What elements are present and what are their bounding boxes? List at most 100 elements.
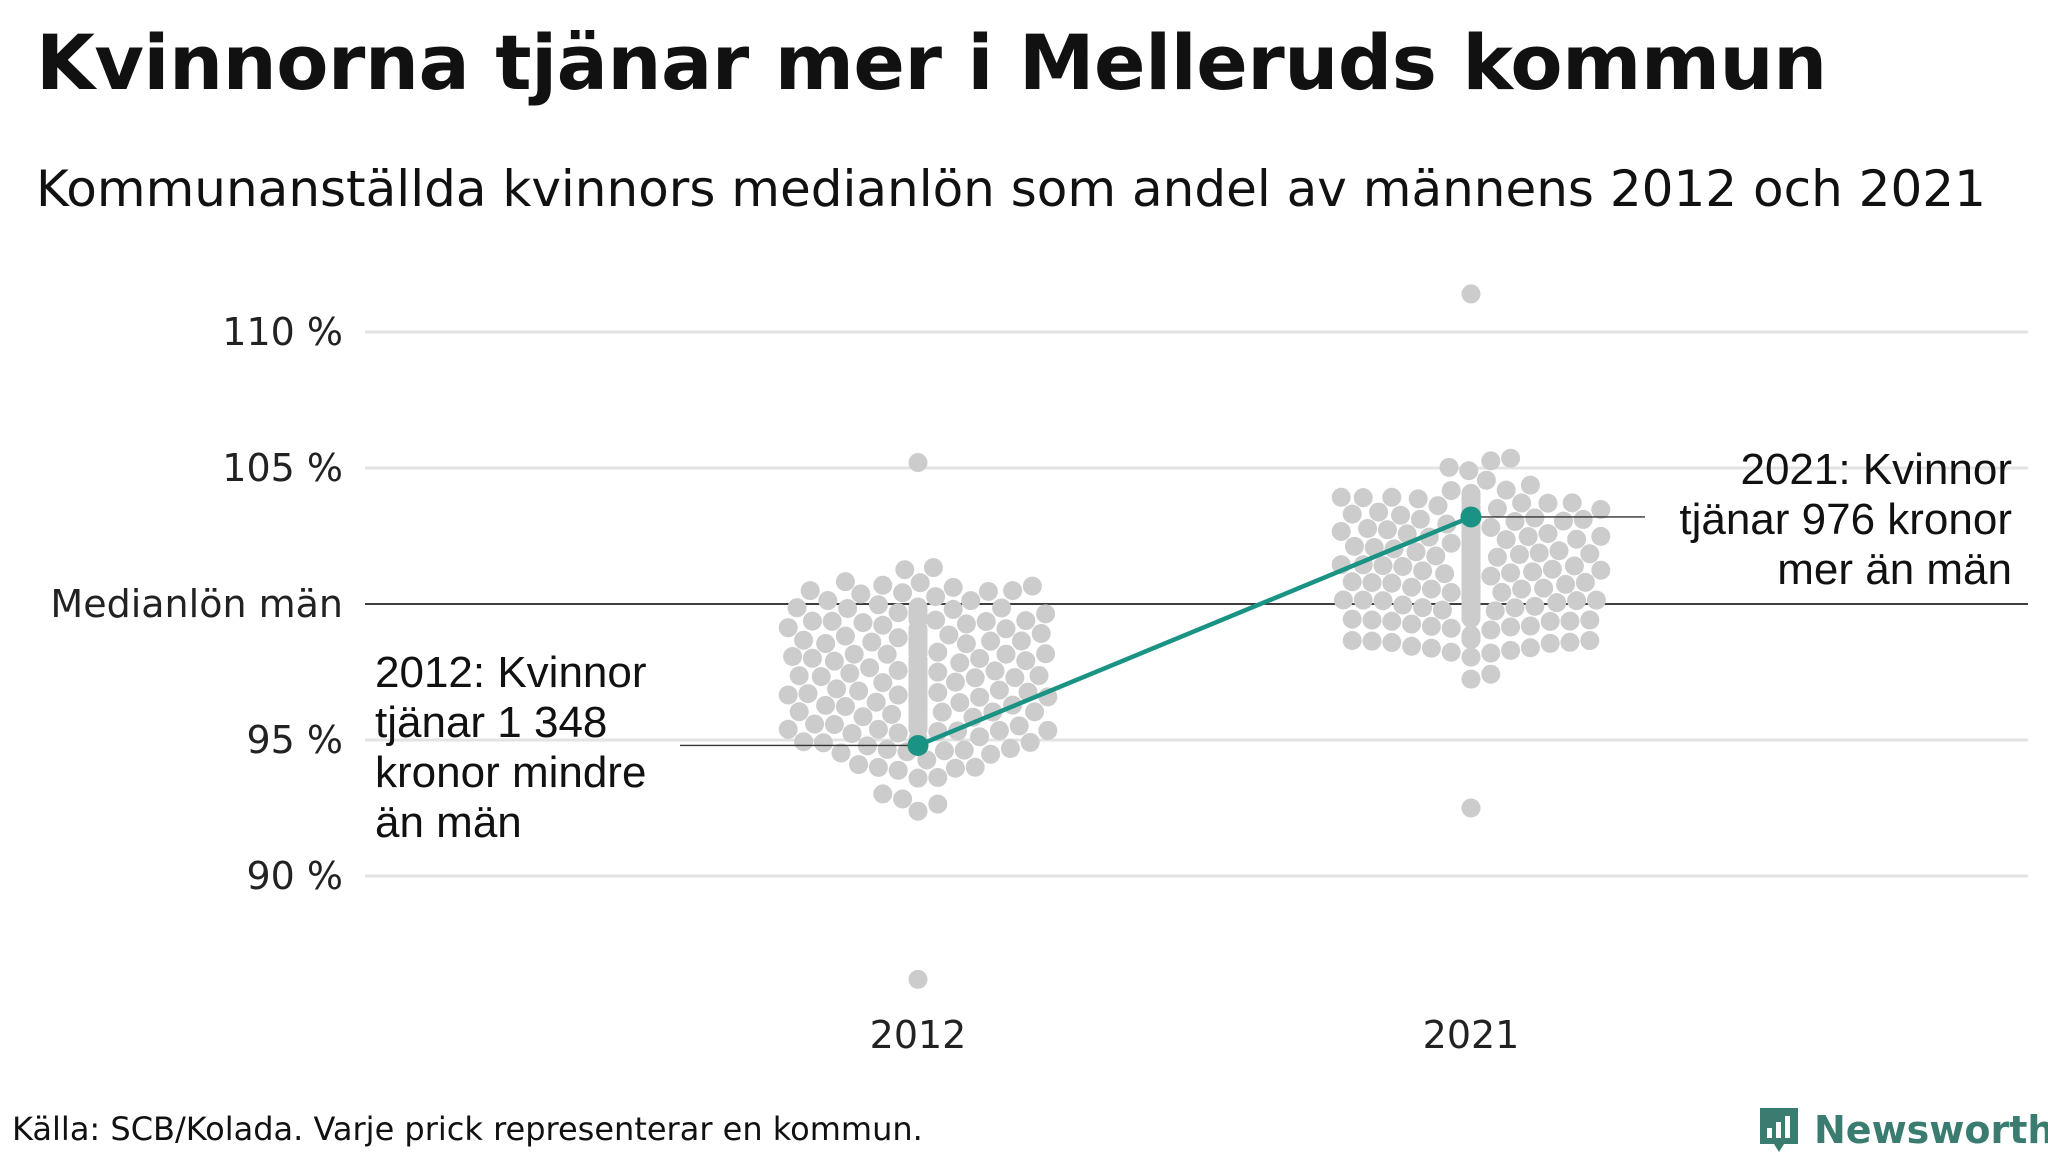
kommun-dot bbox=[1421, 579, 1441, 599]
annotation-2021-line: mer än män bbox=[1777, 545, 2012, 594]
kommun-dot bbox=[908, 969, 928, 989]
kommun-dot bbox=[1501, 563, 1521, 583]
kommun-dot bbox=[868, 757, 888, 777]
kommun-dot bbox=[996, 644, 1016, 664]
kommun-dot bbox=[824, 714, 844, 734]
kommun-dot bbox=[1580, 610, 1600, 630]
kommun-dot bbox=[831, 743, 851, 763]
kommun-dot bbox=[1580, 631, 1600, 651]
kommun-dot bbox=[1421, 638, 1441, 658]
kommun-dot bbox=[943, 577, 963, 597]
kommun-dot bbox=[945, 758, 965, 778]
brand[interactable]: Newsworthy bbox=[1756, 1100, 2048, 1160]
kommun-dot bbox=[1580, 544, 1600, 564]
kommun-dot bbox=[1441, 618, 1461, 638]
kommun-dot bbox=[868, 595, 888, 615]
kommun-dot bbox=[928, 642, 948, 662]
kommun-dot bbox=[794, 630, 814, 650]
kommun-dot bbox=[1000, 739, 1020, 759]
x-tick-label: 2012 bbox=[870, 1013, 967, 1057]
kommun-dot bbox=[1342, 572, 1362, 592]
kommun-dot bbox=[939, 625, 959, 645]
kommun-dot bbox=[1406, 542, 1426, 562]
kommun-dot bbox=[1461, 625, 1481, 645]
kommun-dot bbox=[985, 661, 1005, 681]
kommun-dot bbox=[1362, 573, 1382, 593]
kommun-dot bbox=[849, 681, 869, 701]
gridlines bbox=[365, 330, 2028, 878]
kommun-dot bbox=[811, 667, 831, 687]
kommun-dot bbox=[1520, 616, 1540, 636]
y-tick-label: 90 % bbox=[246, 854, 343, 898]
kommun-dot bbox=[778, 685, 798, 705]
highlight-layer bbox=[680, 506, 1645, 756]
kommun-dot bbox=[1591, 560, 1611, 580]
kommun-dot bbox=[1441, 481, 1461, 501]
kommun-dot bbox=[1439, 457, 1459, 477]
kommun-dot bbox=[1373, 556, 1393, 576]
kommun-dot bbox=[1342, 609, 1362, 629]
brand-name: Newsworthy bbox=[1814, 1108, 2048, 1152]
kommun-dot bbox=[932, 702, 952, 722]
kommun-dot bbox=[956, 634, 976, 654]
kommun-dot bbox=[787, 598, 807, 618]
kommun-dot bbox=[1525, 508, 1545, 528]
kommun-dot bbox=[800, 581, 820, 601]
kommun-dot bbox=[1575, 572, 1595, 592]
kommun-dot bbox=[1432, 600, 1452, 620]
kommun-dot bbox=[822, 611, 842, 631]
kommun-dot bbox=[802, 611, 822, 631]
kommun-dot bbox=[970, 727, 990, 747]
kommun-dot bbox=[1540, 633, 1560, 653]
kommun-dot bbox=[1481, 451, 1501, 471]
kommun-dot bbox=[1426, 546, 1446, 566]
kommun-dot bbox=[1428, 496, 1448, 516]
kommun-dot bbox=[1333, 590, 1353, 610]
kommun-dot bbox=[1402, 636, 1422, 656]
kommun-dot bbox=[970, 687, 990, 707]
kommun-dot bbox=[965, 668, 985, 688]
kommun-dot bbox=[1461, 647, 1481, 667]
kommun-dot bbox=[816, 695, 836, 715]
kommun-dot bbox=[1022, 576, 1042, 596]
kommun-dot bbox=[1496, 530, 1516, 550]
kommun-dot bbox=[928, 682, 948, 702]
beeswarm-chart: 110 % 105 % Medianlön män 95 % 90 % 2012 2021 2… bbox=[50, 284, 2028, 1057]
kommun-dot bbox=[1413, 561, 1433, 581]
kommun-dot bbox=[1020, 732, 1040, 752]
kommun-dot bbox=[1560, 611, 1580, 631]
annotation-2012-line: kronor mindre bbox=[375, 748, 646, 797]
kommun-dot bbox=[996, 619, 1016, 639]
kommun-dot bbox=[798, 684, 818, 704]
kommun-dot bbox=[873, 575, 893, 595]
kommun-dot bbox=[1518, 527, 1538, 547]
kommun-dot bbox=[1038, 720, 1058, 740]
kommun-dot bbox=[866, 692, 886, 712]
kommun-dot bbox=[917, 750, 937, 770]
kommun-dot bbox=[802, 648, 822, 668]
kommun-dot bbox=[1542, 559, 1562, 579]
kommun-dot bbox=[910, 573, 930, 593]
kommun-dot bbox=[1520, 475, 1540, 495]
kommun-dot bbox=[1591, 526, 1611, 546]
kommun-dot bbox=[1382, 611, 1402, 631]
kommun-dot bbox=[981, 631, 1001, 651]
kommun-dot bbox=[851, 584, 871, 604]
kommun-dot bbox=[992, 598, 1012, 618]
kommun-dot bbox=[1005, 668, 1025, 688]
kommun-dot bbox=[926, 610, 946, 630]
kommun-dot bbox=[1025, 702, 1045, 722]
chart-title: Kvinnorna tjänar mer i Melleruds kommun bbox=[36, 18, 1827, 107]
kommun-dot bbox=[1382, 573, 1402, 593]
annotation-2012-line: 2012: Kvinnor bbox=[375, 648, 647, 697]
kommun-dot bbox=[877, 739, 897, 759]
kommun-dot bbox=[1461, 798, 1481, 818]
kommun-dot bbox=[1353, 488, 1373, 508]
kommun-dot bbox=[1538, 524, 1558, 544]
kommun-dot bbox=[989, 680, 1009, 700]
kommun-dot bbox=[789, 702, 809, 722]
kommun-dot bbox=[908, 768, 928, 788]
kommun-dot bbox=[1382, 632, 1402, 652]
kommun-dot bbox=[1413, 598, 1433, 618]
kommun-dot bbox=[1358, 518, 1378, 538]
